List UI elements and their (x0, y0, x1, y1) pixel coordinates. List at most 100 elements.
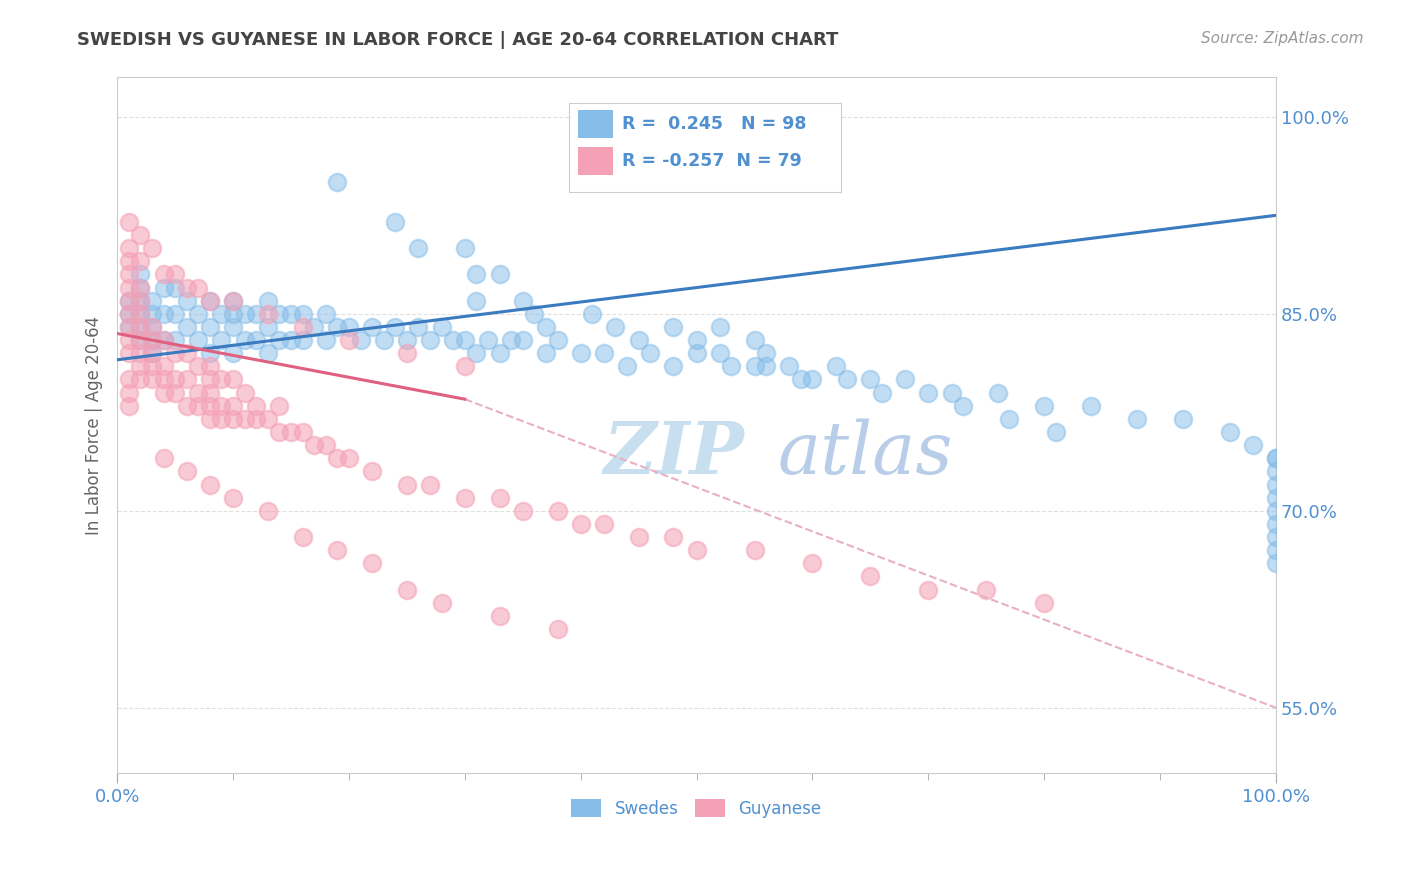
Point (1033, 399, 1056, 413)
Point (326, 451, 349, 466)
Point (152, 307, 174, 321)
Point (222, 412, 245, 426)
Point (118, 399, 141, 413)
Point (118, 320, 141, 334)
Point (952, 399, 974, 413)
Point (488, 268, 510, 282)
FancyBboxPatch shape (578, 147, 613, 175)
Point (141, 320, 163, 334)
Point (1265, 491, 1288, 505)
Point (118, 254, 141, 268)
Point (152, 451, 174, 466)
Point (744, 543, 766, 558)
Point (974, 582, 997, 597)
Point (315, 307, 337, 321)
Point (917, 582, 939, 597)
Point (152, 280, 174, 294)
Point (118, 307, 141, 321)
Point (152, 268, 174, 282)
Point (337, 451, 360, 466)
Point (720, 359, 742, 374)
Point (233, 385, 256, 400)
Point (198, 412, 221, 426)
Point (129, 346, 152, 360)
Point (118, 268, 141, 282)
Point (222, 307, 245, 321)
Point (291, 320, 314, 334)
Point (256, 307, 278, 321)
Point (627, 530, 650, 544)
Point (569, 516, 592, 531)
Point (165, 268, 187, 282)
Text: ZIP: ZIP (603, 417, 745, 489)
Point (291, 425, 314, 439)
Point (709, 320, 731, 334)
Point (222, 372, 245, 386)
Point (165, 372, 187, 386)
Point (408, 320, 430, 334)
Point (894, 372, 917, 386)
Point (211, 372, 233, 386)
Point (361, 557, 384, 571)
Point (638, 346, 661, 360)
Point (141, 293, 163, 308)
Point (1033, 596, 1056, 610)
Point (118, 372, 141, 386)
Point (465, 268, 488, 282)
Point (176, 372, 198, 386)
Point (790, 372, 813, 386)
Point (129, 307, 152, 321)
Point (685, 333, 707, 347)
Point (512, 333, 534, 347)
Point (685, 346, 707, 360)
Point (1241, 438, 1264, 452)
Point (1173, 412, 1195, 426)
Point (129, 293, 152, 308)
Point (152, 333, 174, 347)
Point (280, 333, 302, 347)
Point (441, 333, 464, 347)
Point (373, 333, 395, 347)
Point (408, 241, 430, 255)
Point (662, 530, 685, 544)
Point (326, 176, 349, 190)
Point (837, 372, 859, 386)
Point (129, 268, 152, 282)
Point (256, 293, 278, 308)
Point (129, 320, 152, 334)
Point (488, 608, 510, 623)
Point (569, 346, 592, 360)
Point (129, 359, 152, 374)
Point (1265, 543, 1288, 558)
Point (118, 241, 141, 255)
Point (709, 346, 731, 360)
Point (501, 333, 523, 347)
Point (454, 241, 477, 255)
Point (315, 438, 337, 452)
Text: atlas: atlas (778, 418, 953, 489)
Y-axis label: In Labor Force | Age 20-64: In Labor Force | Age 20-64 (86, 316, 103, 535)
Point (349, 333, 371, 347)
Point (118, 385, 141, 400)
Point (419, 333, 441, 347)
Text: SWEDISH VS GUYANESE IN LABOR FORCE | AGE 20-64 CORRELATION CHART: SWEDISH VS GUYANESE IN LABOR FORCE | AGE… (77, 31, 839, 49)
Point (118, 280, 141, 294)
Point (859, 372, 882, 386)
Point (547, 504, 569, 518)
Point (430, 320, 453, 334)
Point (198, 293, 221, 308)
Point (280, 307, 302, 321)
Point (129, 333, 152, 347)
Point (176, 464, 198, 478)
Point (1265, 557, 1288, 571)
Point (118, 333, 141, 347)
Point (605, 320, 627, 334)
Point (465, 346, 488, 360)
Point (222, 491, 245, 505)
Point (222, 346, 245, 360)
Point (337, 333, 360, 347)
Point (233, 307, 256, 321)
Point (141, 241, 163, 255)
Point (778, 359, 800, 374)
Point (592, 516, 614, 531)
